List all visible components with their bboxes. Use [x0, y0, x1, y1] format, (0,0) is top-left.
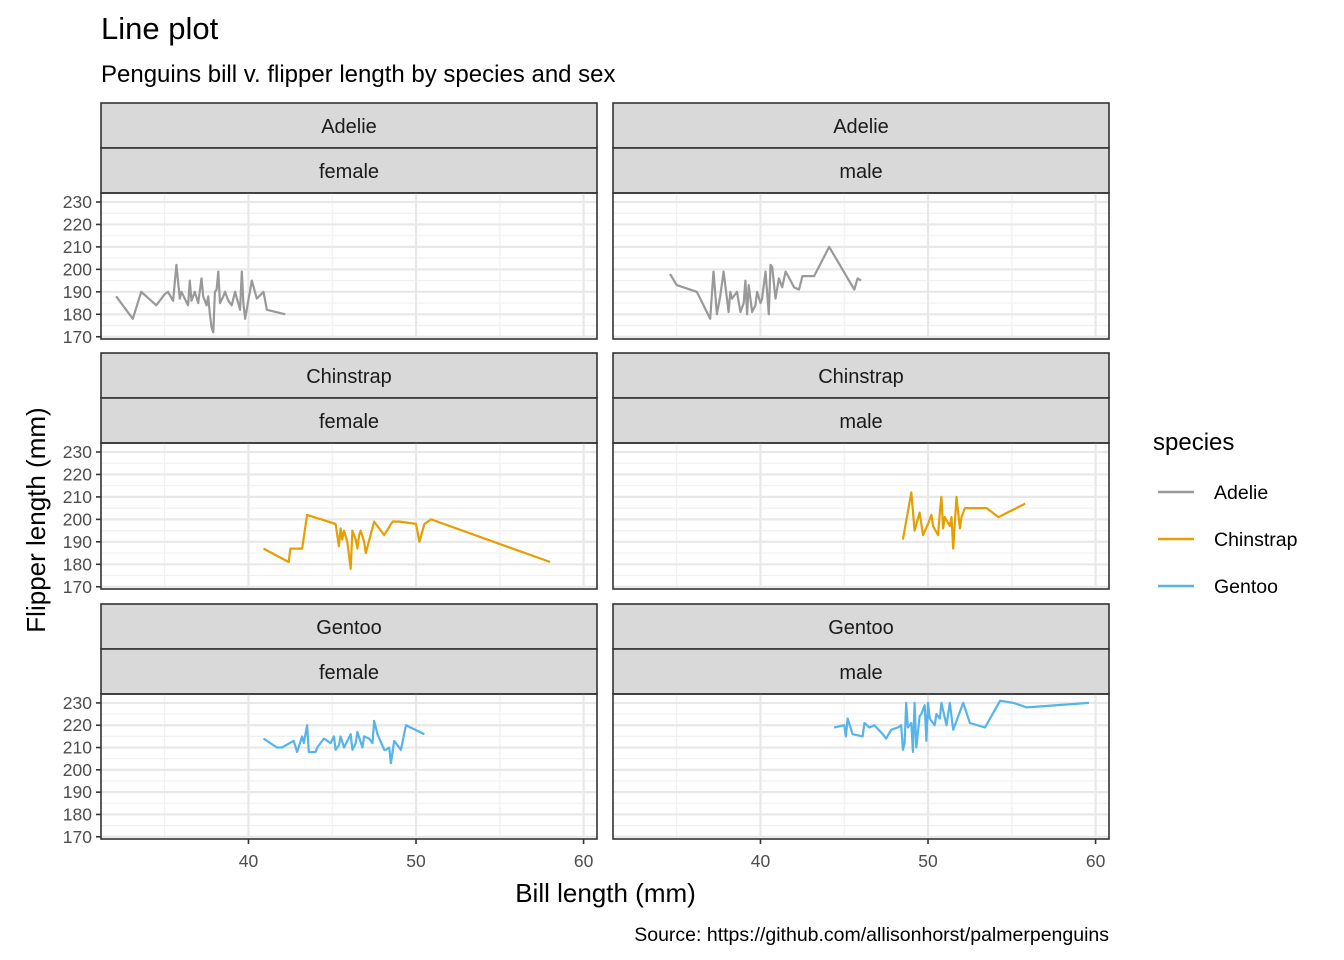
- series-line-chinstrap: [262, 513, 551, 570]
- y-tick-label: 220: [63, 214, 92, 234]
- y-tick-label: 190: [63, 782, 92, 802]
- panel-border: [100, 192, 598, 340]
- y-tick-label: 210: [63, 487, 92, 507]
- series-line-adelie: [115, 263, 286, 334]
- y-tick-label: 200: [63, 259, 92, 279]
- series-line-adelie: [669, 245, 862, 320]
- strip-label-sex: male: [839, 662, 882, 684]
- strip-sex: [100, 648, 598, 695]
- x-tick-label: 60: [574, 851, 594, 871]
- strip-label-species: Adelie: [833, 116, 889, 138]
- legend-label-gentoo: Gentoo: [1214, 576, 1278, 598]
- x-tick-label: 50: [918, 851, 938, 871]
- strip-label-species: Chinstrap: [306, 366, 392, 388]
- panel-border: [612, 442, 1110, 590]
- chart-caption: Source: https://github.com/allisonhorst/…: [634, 924, 1109, 946]
- strip-label-species: Gentoo: [316, 617, 382, 639]
- x-tick-label: 50: [406, 851, 426, 871]
- x-tick-label: 40: [751, 851, 771, 871]
- y-tick-label: 230: [63, 693, 92, 713]
- y-tick-label: 200: [63, 509, 92, 529]
- strip-sex: [100, 147, 598, 194]
- y-tick-label: 220: [63, 715, 92, 735]
- strip-label-sex: female: [319, 662, 379, 684]
- series-line-gentoo: [262, 719, 425, 765]
- y-tick-label: 170: [63, 577, 92, 597]
- legend-label-chinstrap: Chinstrap: [1214, 529, 1298, 551]
- strip-species: [100, 102, 598, 149]
- y-tick-label: 190: [63, 532, 92, 552]
- panel-chinstrap-male: Chinstrap male: [612, 352, 1110, 590]
- strip-label-species: Adelie: [321, 116, 377, 138]
- y-tick-label: 170: [63, 327, 92, 347]
- strip-species: [612, 102, 1110, 149]
- y-tick-label: 200: [63, 760, 92, 780]
- panel-border: [612, 693, 1110, 840]
- strip-species: [100, 603, 598, 650]
- panel-border: [612, 192, 1110, 340]
- x-tick-label: 60: [1086, 851, 1106, 871]
- y-tick-label: 210: [63, 237, 92, 257]
- strip-species: [100, 352, 598, 399]
- y-tick-label: 180: [63, 554, 92, 574]
- chart-title: Line plot: [101, 11, 219, 46]
- strip-label-species: Gentoo: [828, 617, 894, 639]
- strip-label-sex: male: [839, 161, 882, 183]
- panel-adelie-male: Adelie male: [612, 102, 1110, 340]
- legend: species Adelie Chinstrap Gentoo: [1153, 429, 1298, 598]
- x-axis-title: Bill length (mm): [515, 878, 696, 908]
- y-tick-label: 190: [63, 282, 92, 302]
- strip-species: [612, 603, 1110, 650]
- series-line-gentoo: [833, 699, 1089, 754]
- x-tick-label: 40: [239, 851, 259, 871]
- strip-label-sex: male: [839, 411, 882, 433]
- panel-gentoo-male: Gentoo male 40 50 60: [612, 603, 1110, 871]
- facet-panels: Adeliefemale170180190200210220230Adeliem…: [63, 102, 1110, 871]
- strip-sex: [100, 397, 598, 444]
- strip-label-sex: female: [319, 411, 379, 433]
- y-tick-label: 210: [63, 738, 92, 758]
- y-tick-label: 230: [63, 442, 92, 462]
- strip-label-species: Chinstrap: [818, 366, 904, 388]
- y-tick-label: 220: [63, 464, 92, 484]
- panel-border: [100, 442, 598, 590]
- series-line-chinstrap: [901, 491, 1026, 550]
- chart-subtitle: Penguins bill v. flipper length by speci…: [101, 61, 616, 88]
- legend-title: species: [1153, 429, 1234, 456]
- legend-label-adelie: Adelie: [1214, 482, 1268, 504]
- strip-label-sex: female: [319, 161, 379, 183]
- panel-border: [100, 693, 598, 840]
- y-tick-label: 230: [63, 192, 92, 212]
- y-tick-label: 170: [63, 827, 92, 847]
- y-axis-title: Flipper length (mm): [21, 407, 51, 632]
- y-tick-label: 180: [63, 804, 92, 824]
- y-tick-label: 180: [63, 304, 92, 324]
